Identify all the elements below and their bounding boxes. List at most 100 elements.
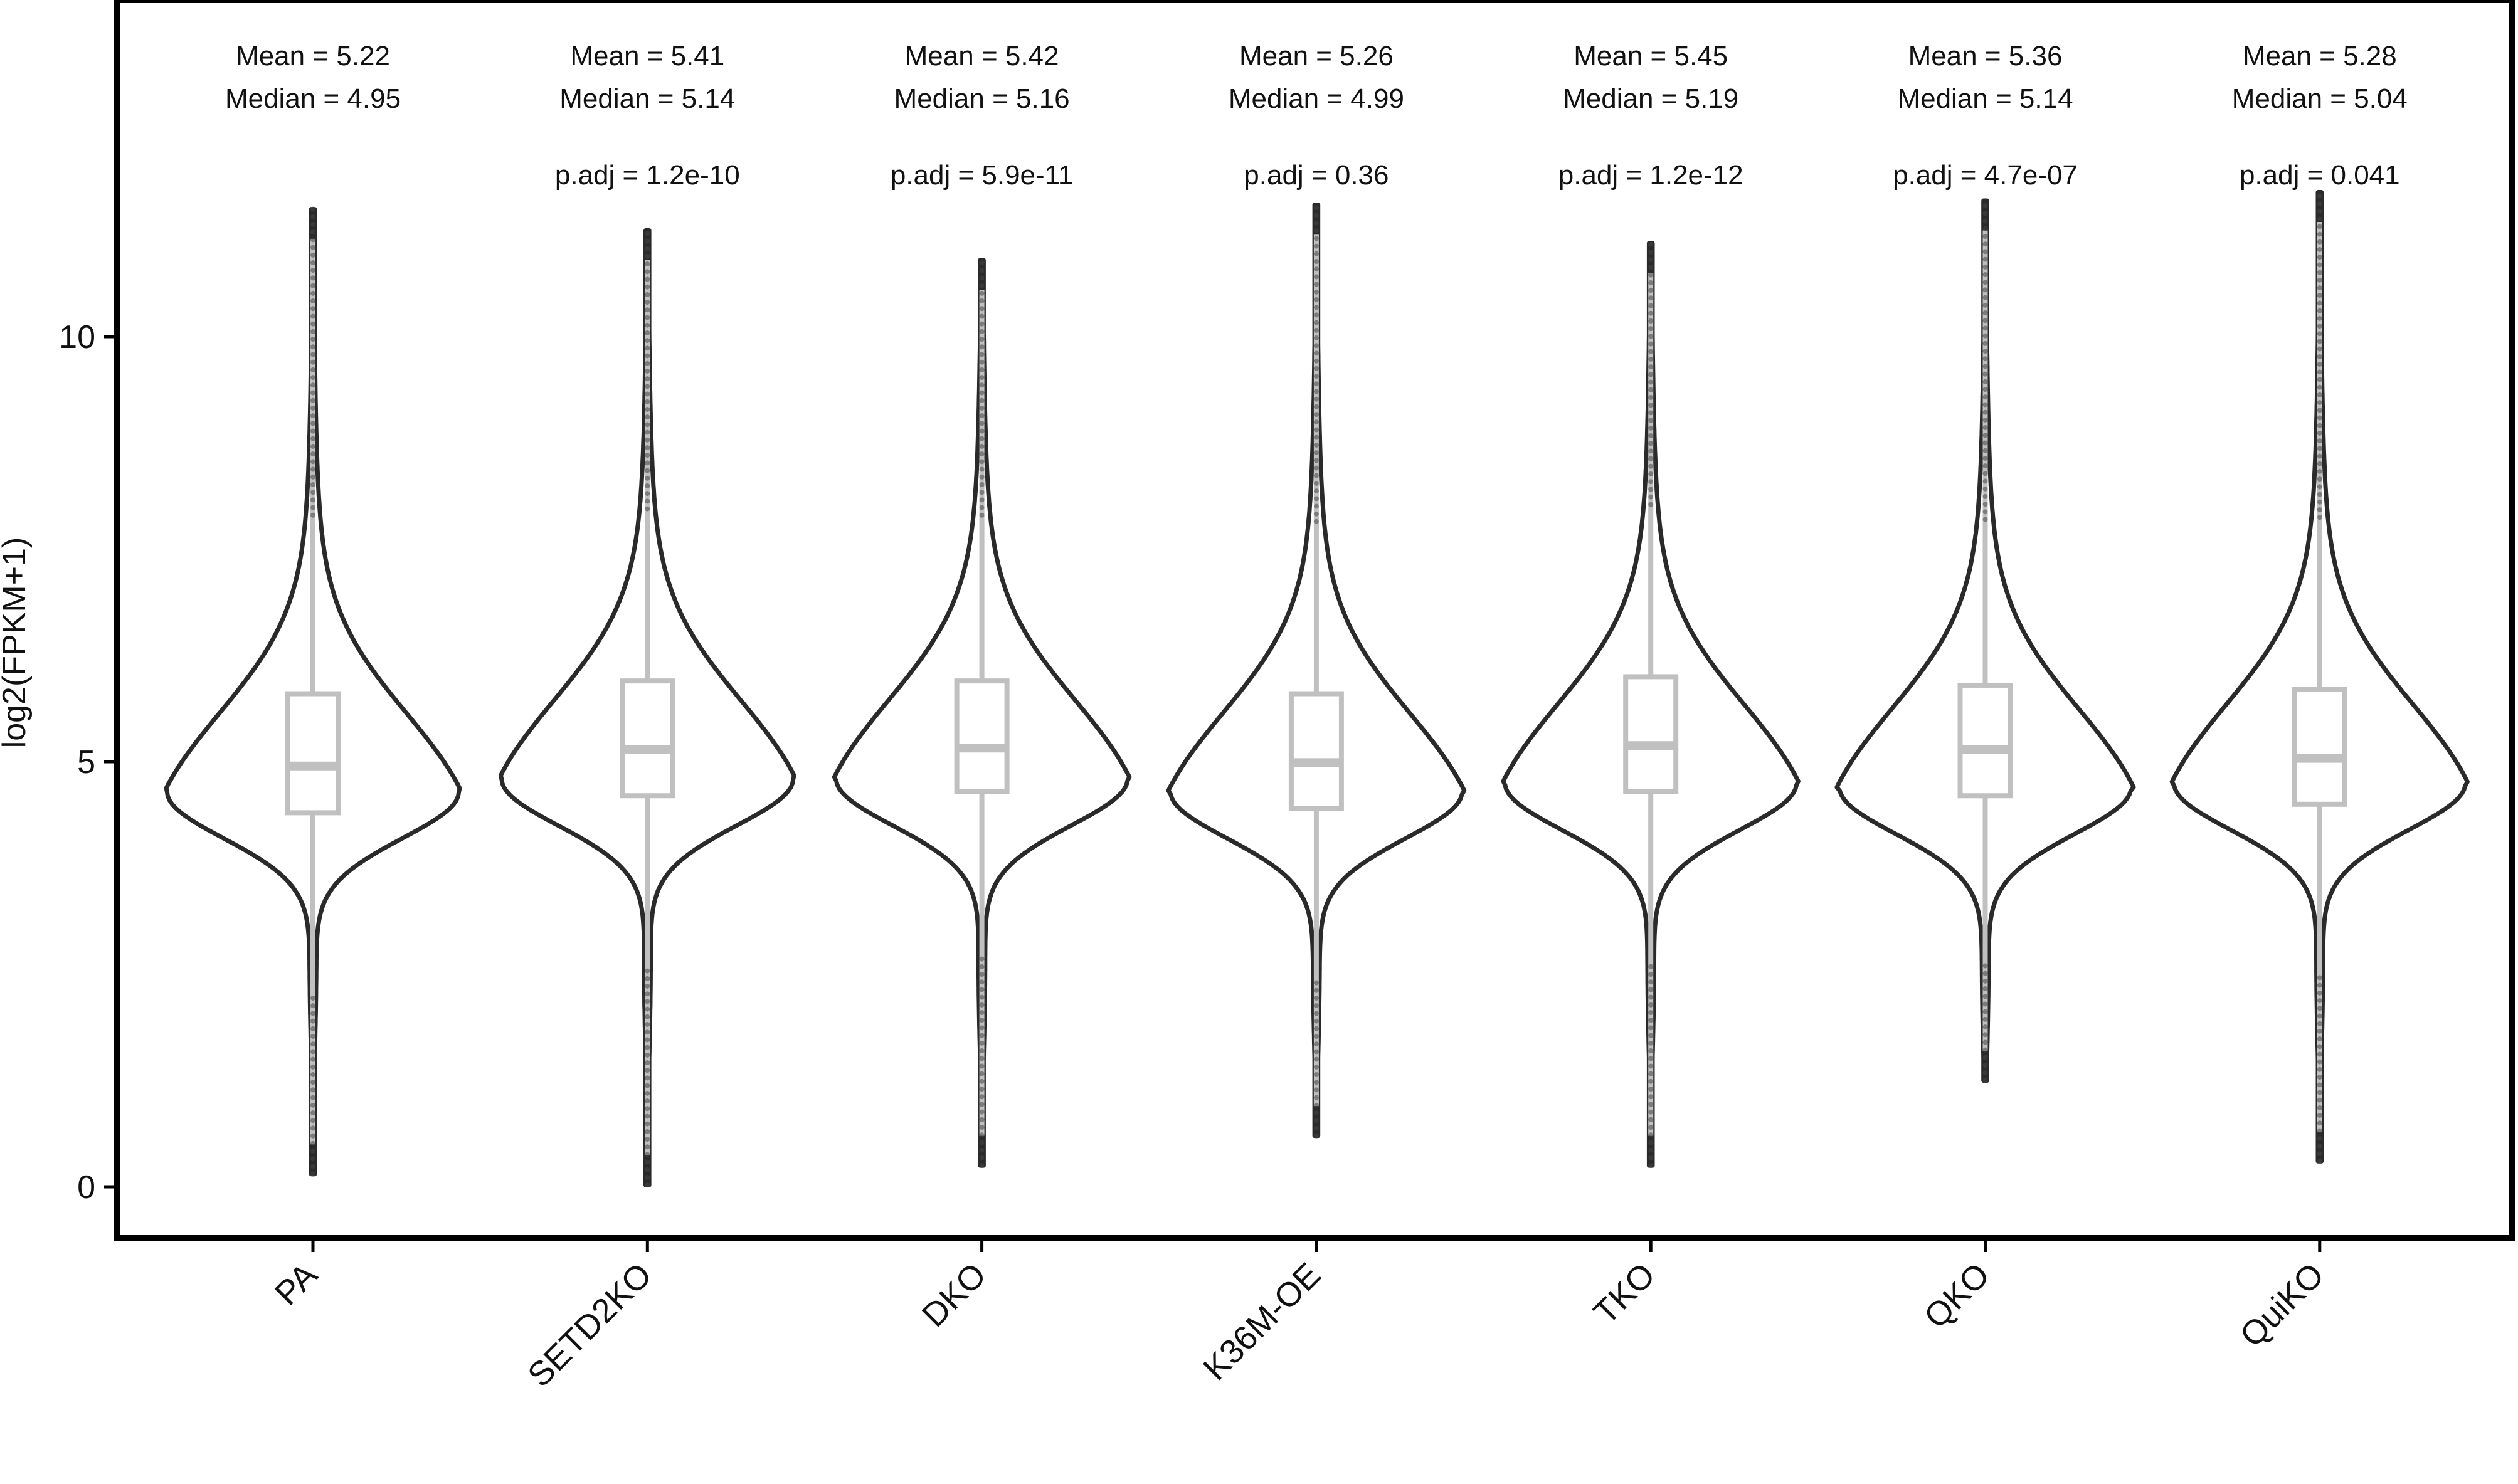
outlier-point bbox=[979, 1040, 985, 1046]
outlier-point bbox=[310, 298, 315, 304]
outlier-point bbox=[1313, 980, 1319, 986]
outlier-point bbox=[2317, 354, 2322, 359]
outlier-point bbox=[2317, 247, 2322, 253]
outlier-point bbox=[979, 466, 985, 472]
outlier-point bbox=[645, 453, 650, 458]
outlier-point bbox=[1982, 517, 1988, 522]
outlier-point bbox=[1982, 333, 1988, 339]
outlier-point bbox=[1313, 274, 1319, 280]
outlier-point bbox=[1982, 226, 1988, 231]
outlier-point bbox=[1648, 441, 1654, 446]
outlier-point bbox=[1648, 502, 1654, 507]
outlier-point bbox=[310, 229, 315, 235]
outlier-points bbox=[1648, 241, 1654, 1169]
outlier-point bbox=[1982, 218, 1988, 224]
outlier-point bbox=[2317, 255, 2322, 260]
outlier-point bbox=[1982, 448, 1988, 453]
outlier-point bbox=[645, 1137, 650, 1142]
median-annotation: Median = 4.99 bbox=[1229, 83, 1404, 114]
outlier-point bbox=[1648, 1147, 1654, 1153]
outlier-point bbox=[1648, 448, 1654, 454]
outlier-point bbox=[979, 1117, 985, 1122]
outlier-point bbox=[310, 436, 315, 441]
outlier-point bbox=[2317, 300, 2322, 306]
outlier-point bbox=[1313, 1033, 1319, 1039]
outlier-point bbox=[1982, 417, 1988, 423]
outlier-point bbox=[1648, 1063, 1654, 1069]
outlier-point bbox=[2317, 975, 2322, 981]
outlier-point bbox=[1982, 478, 1988, 484]
median-annotation: Median = 5.04 bbox=[2232, 83, 2408, 114]
outlier-point bbox=[1982, 371, 1988, 377]
outlier-point bbox=[2317, 1059, 2322, 1065]
outlier-point bbox=[2317, 408, 2322, 413]
outlier-point bbox=[1648, 364, 1654, 370]
outlier-point bbox=[2317, 346, 2322, 352]
outlier-point bbox=[310, 1033, 315, 1039]
outlier-point bbox=[1648, 1117, 1654, 1122]
outlier-point bbox=[2317, 507, 2322, 512]
outlier-point bbox=[1982, 233, 1988, 239]
outlier-point bbox=[310, 490, 315, 495]
outlier-point bbox=[645, 284, 650, 290]
outlier-point bbox=[1982, 1070, 1988, 1076]
outlier-point bbox=[979, 964, 985, 969]
median-annotation: Median = 5.16 bbox=[894, 83, 1070, 114]
outlier-point bbox=[645, 1029, 650, 1035]
y-tick-label: 10 bbox=[59, 319, 95, 355]
plot-frame bbox=[114, 0, 2515, 1241]
outlier-point bbox=[1648, 987, 1654, 992]
outlier-point bbox=[1648, 403, 1654, 408]
outlier-point bbox=[2317, 293, 2322, 298]
violin-k36m-oe bbox=[1166, 203, 1467, 1139]
outlier-point bbox=[310, 466, 315, 472]
outlier-point bbox=[1982, 256, 1988, 262]
outlier-point bbox=[2317, 1013, 2322, 1019]
outlier-point bbox=[1982, 318, 1988, 324]
outlier-point bbox=[979, 382, 985, 388]
outlier-point bbox=[2317, 446, 2322, 451]
outlier-point bbox=[979, 443, 985, 449]
outlier-point bbox=[1982, 394, 1988, 400]
outlier-point bbox=[979, 1056, 985, 1061]
outlier-point bbox=[979, 1010, 985, 1016]
iqr-box bbox=[620, 678, 675, 799]
violin-quiko bbox=[2169, 190, 2470, 1164]
outlier-point bbox=[1982, 1016, 1988, 1022]
outlier-point bbox=[310, 1049, 315, 1055]
outlier-point bbox=[645, 307, 650, 313]
outlier-point bbox=[1313, 1041, 1319, 1047]
outlier-point bbox=[2317, 277, 2322, 283]
outlier-point bbox=[1648, 310, 1654, 316]
outlier-point bbox=[2317, 1143, 2322, 1149]
outlier-point bbox=[2317, 392, 2322, 397]
outlier-point bbox=[1648, 1094, 1654, 1100]
outlier-point bbox=[2317, 400, 2322, 406]
outlier-point bbox=[645, 292, 650, 297]
outlier-point bbox=[1313, 496, 1319, 502]
outlier-point bbox=[2317, 262, 2322, 268]
mean-annotation: Mean = 5.28 bbox=[2243, 41, 2397, 71]
outlier-point bbox=[1313, 419, 1319, 425]
outlier-point bbox=[1648, 1163, 1654, 1169]
outlier-point bbox=[310, 1156, 315, 1162]
outlier-point bbox=[1648, 456, 1654, 461]
outlier-point bbox=[1648, 1125, 1654, 1130]
outlier-point bbox=[2317, 1120, 2322, 1126]
outlier-point bbox=[979, 352, 985, 357]
outlier-point bbox=[645, 437, 650, 443]
outlier-point bbox=[1313, 1110, 1319, 1116]
outlier-point bbox=[310, 1171, 315, 1177]
outlier-point bbox=[979, 1125, 985, 1130]
outlier-point bbox=[979, 337, 985, 342]
outlier-point bbox=[310, 1140, 315, 1146]
outlier-point bbox=[979, 413, 985, 419]
outlier-point bbox=[645, 300, 650, 305]
outlier-point bbox=[2317, 982, 2322, 988]
outlier-point bbox=[2317, 1044, 2322, 1050]
outlier-point bbox=[1313, 480, 1319, 486]
outlier-point bbox=[1648, 387, 1654, 392]
outlier-point bbox=[979, 313, 985, 319]
outlier-point bbox=[1648, 964, 1654, 969]
median-annotation: Median = 4.95 bbox=[225, 83, 401, 114]
